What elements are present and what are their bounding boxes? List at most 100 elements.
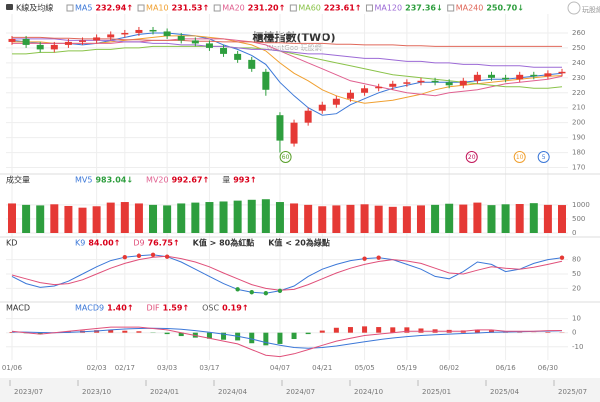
volume-bar (219, 201, 228, 233)
kd-dot (263, 291, 269, 296)
osc-bar (474, 329, 480, 333)
timeline-label: 2024/04 (218, 388, 248, 396)
volume-bar (473, 202, 482, 233)
y-tick-label: 240 (572, 59, 585, 67)
y-tick-label: 200 (572, 119, 585, 127)
legend-name: OSC (202, 304, 219, 313)
volume-bar (120, 202, 129, 233)
x-tick-label: 06/16 (495, 364, 516, 372)
timeline-label: 2024/01 (150, 388, 179, 396)
legend-checkbox[interactable] (213, 4, 221, 12)
volume-bar (261, 199, 270, 233)
candle-body (50, 44, 58, 50)
candle-body (530, 74, 538, 77)
legend-checkbox[interactable] (447, 4, 455, 12)
macd-line (11, 327, 563, 349)
legend-value: 223.61↑ (324, 4, 362, 13)
candle-body (346, 92, 354, 99)
legend-name: D9 (133, 239, 144, 248)
osc-bar (136, 331, 142, 333)
volume-bar (515, 204, 524, 233)
legend-checkbox[interactable] (289, 4, 297, 12)
volume-bar (332, 205, 341, 233)
kd-dot (376, 255, 381, 260)
volume-bar (64, 205, 73, 233)
volume-bar (149, 204, 158, 233)
x-tick-label: 04/07 (270, 364, 290, 372)
x-tick-label: 06/02 (439, 364, 459, 372)
x-tick-label: 06/30 (538, 364, 558, 372)
candle-body (135, 29, 143, 33)
volume-bar (487, 205, 496, 233)
legend-checkbox[interactable] (66, 4, 74, 12)
legend-value: 231.20↑ (248, 4, 286, 13)
dif-line (11, 326, 563, 358)
legend-checkbox[interactable] (365, 4, 373, 12)
candle-body (36, 44, 44, 50)
osc-bar (305, 332, 311, 335)
ma-marker (279, 151, 292, 163)
kd-note: K值 > 80為紅點 (193, 238, 255, 248)
osc-bar (347, 327, 353, 333)
y-tick-label: 0 (572, 229, 576, 237)
panel-label: MACD (6, 304, 30, 313)
ma-line (12, 36, 562, 47)
candle-body (502, 77, 510, 80)
y-tick-label: 180 (572, 149, 585, 157)
osc-bar (545, 332, 551, 333)
volume-bar (388, 206, 397, 233)
osc-bar (164, 332, 170, 335)
kd-dot (136, 253, 142, 258)
legend-name: MV20 (146, 176, 169, 185)
y-tick-label: 0 (572, 329, 576, 337)
ma-marker-label: 60 (282, 154, 290, 161)
y-tick-label: 220 (572, 89, 585, 97)
x-tick-label: 05/05 (354, 364, 374, 372)
ma-marker (465, 151, 478, 163)
legend-value: 0.19↑ (222, 304, 248, 313)
candle-body (361, 88, 369, 93)
candle-body (22, 38, 30, 45)
volume-bar (134, 203, 143, 233)
y-tick-label: 50 (572, 270, 581, 278)
volume-bar (233, 200, 242, 233)
candle-body (220, 47, 228, 54)
y-tick-label: 20 (572, 284, 581, 292)
kd-dot (249, 290, 254, 295)
timeline-label: 2024/07 (286, 388, 315, 396)
legend-checkbox[interactable] (137, 4, 145, 12)
osc-bar (376, 327, 382, 333)
osc-bar (333, 327, 339, 333)
kd-line (11, 255, 563, 291)
osc-bar (108, 329, 114, 333)
y-tick-label: 190 (572, 134, 585, 142)
osc-bar (221, 332, 227, 340)
ma-line (12, 35, 563, 104)
x-tick-label: 01/06 (2, 364, 23, 372)
ma-marker (513, 151, 526, 163)
x-tick-label: 04/21 (312, 364, 332, 372)
y-tick-label: -10 (572, 343, 583, 351)
candle-body (332, 98, 340, 105)
y-tick-label: 1000 (572, 201, 590, 209)
candle-body (163, 31, 171, 36)
timeline-band[interactable] (0, 378, 600, 402)
panel-label: K線及均線 (16, 3, 53, 13)
candle-body (375, 86, 383, 89)
candle-body (262, 71, 270, 90)
osc-bar (418, 328, 424, 333)
y-tick-label: 170 (572, 164, 585, 172)
candle-body (276, 115, 284, 141)
x-tick-label: 03/03 (157, 364, 177, 372)
candle-body (459, 80, 467, 86)
legend-value: 992.67↑ (172, 176, 210, 185)
osc-bar (390, 327, 396, 333)
ma-marker (537, 151, 550, 163)
kd-dot (164, 254, 170, 259)
volume-bar (529, 203, 538, 233)
candle-body (177, 35, 185, 41)
candle-body (149, 29, 157, 32)
candle-body (544, 73, 552, 77)
volume-bar (501, 204, 510, 233)
osc-bar (291, 332, 297, 340)
